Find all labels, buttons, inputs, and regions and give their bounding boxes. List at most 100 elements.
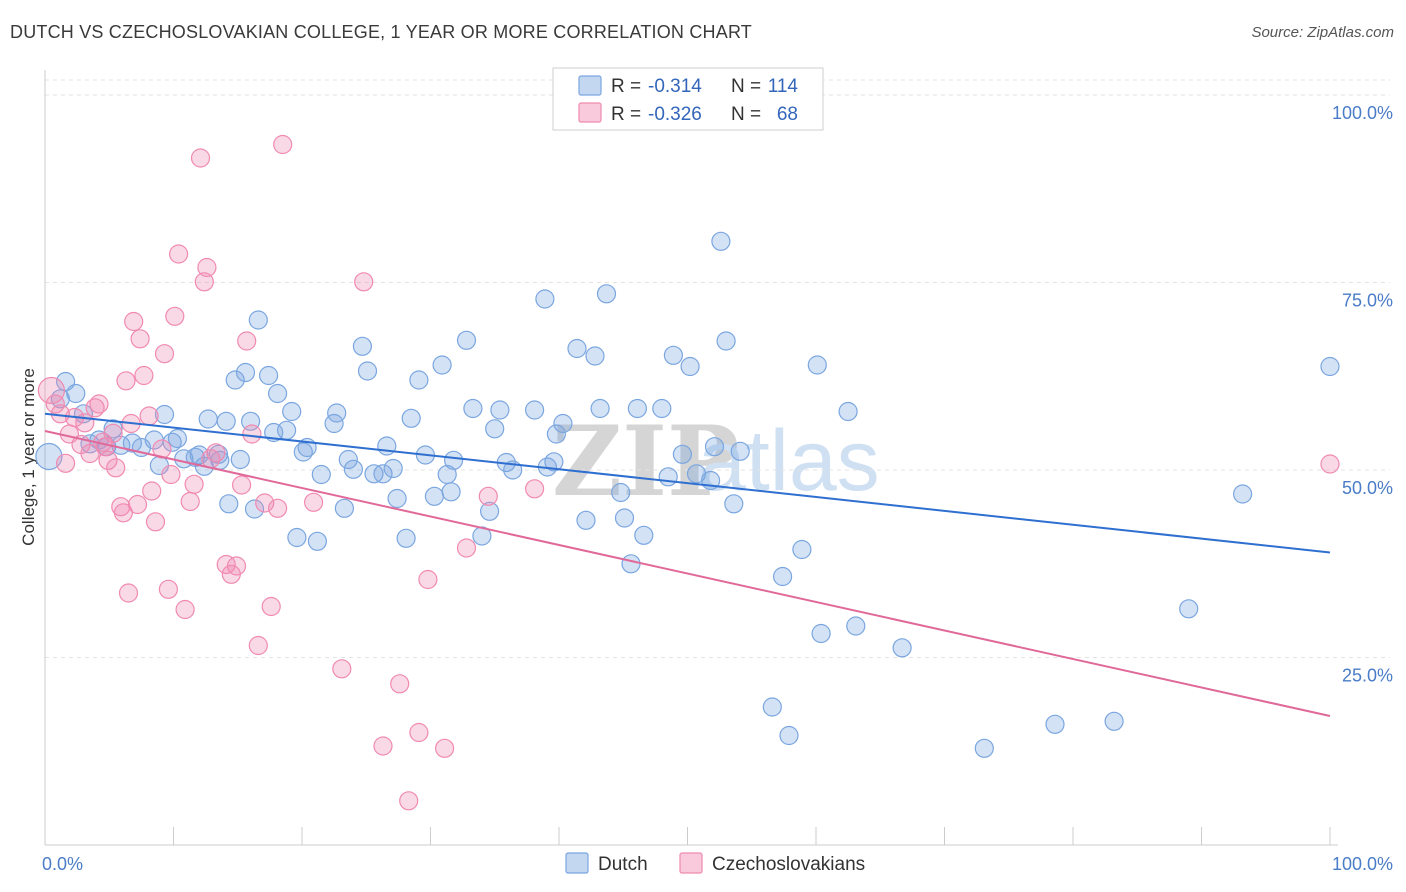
data-point — [219, 494, 239, 514]
data-point — [658, 467, 678, 487]
data-point — [762, 697, 782, 717]
bottom-legend: Dutch Czechoslovakians — [565, 852, 865, 875]
series-czechoslovakians — [37, 134, 1340, 811]
data-point — [627, 398, 648, 419]
data-point — [35, 442, 63, 471]
data-point — [307, 531, 327, 551]
dutch-r-label: R = — [611, 76, 641, 97]
data-point — [373, 464, 393, 484]
czechoslovakians-swatch — [578, 102, 602, 123]
czechoslovakians-r-label: R = — [611, 104, 641, 125]
data-point — [811, 623, 831, 644]
data-point — [373, 736, 393, 756]
data-point — [456, 538, 477, 558]
data-point — [396, 528, 416, 548]
data-point — [1179, 599, 1199, 619]
data-point — [287, 527, 307, 548]
data-point — [387, 488, 407, 509]
x-tick-labels: 0.0% 100.0% — [42, 854, 1393, 874]
data-point — [158, 579, 178, 599]
data-point — [134, 365, 154, 386]
legend-dutch-swatch[interactable] — [565, 852, 589, 874]
data-point — [974, 738, 994, 758]
data-point — [190, 148, 211, 168]
data-point — [772, 566, 793, 587]
data-point — [544, 452, 564, 472]
chart-title: DUTCH VS CZECHOSLOVAKIAN COLLEGE, 1 YEAR… — [10, 22, 753, 42]
stats-legend-row-dutch: R = -0.314 N = 114 — [578, 75, 799, 97]
data-point — [409, 722, 429, 743]
data-point — [237, 331, 257, 351]
czechoslovakians-n-label: N = — [731, 104, 761, 125]
stats-legend-row-czechoslovakians: R = -0.326 N = 68 — [578, 102, 798, 125]
data-point — [663, 345, 684, 365]
data-point — [704, 437, 725, 457]
data-point — [152, 439, 172, 459]
y-axis-label: College, 1 year or more — [19, 368, 38, 546]
data-point — [116, 371, 136, 391]
data-point — [130, 329, 150, 349]
data-point — [1320, 356, 1340, 377]
data-point — [139, 406, 159, 426]
data-point — [399, 791, 419, 811]
data-point — [311, 464, 331, 485]
data-point — [242, 424, 262, 444]
data-point — [118, 583, 139, 603]
data-point — [127, 494, 148, 515]
data-point — [334, 498, 354, 518]
data-point — [113, 503, 134, 523]
data-point — [846, 616, 866, 636]
data-point — [390, 674, 410, 694]
data-point — [273, 134, 293, 155]
data-point — [441, 482, 461, 502]
data-point — [456, 330, 477, 350]
data-point — [194, 272, 214, 292]
data-point — [611, 482, 631, 503]
data-point — [546, 424, 567, 444]
data-point — [169, 244, 189, 264]
data-point — [435, 738, 455, 758]
data-point — [122, 433, 142, 453]
data-point — [807, 355, 827, 375]
data-point — [524, 479, 545, 499]
data-point — [282, 401, 302, 422]
data-point — [124, 311, 144, 332]
data-point — [232, 475, 252, 495]
data-point — [585, 346, 605, 366]
data-point — [711, 231, 731, 251]
y-tick-labels: 25.0% 50.0% 75.0% 100.0% — [1332, 103, 1393, 686]
data-point — [162, 432, 182, 452]
data-point — [652, 398, 672, 419]
dutch-n-value: 114 — [768, 76, 799, 97]
legend-czechoslovakians-label[interactable]: Czechoslovakians — [712, 854, 865, 875]
data-point — [535, 289, 555, 309]
data-point — [1104, 711, 1124, 731]
czechoslovakians-n-value: 68 — [777, 104, 798, 125]
watermark-zip: ZIP — [552, 405, 739, 518]
data-point — [432, 355, 452, 375]
data-point — [145, 512, 166, 532]
data-point — [45, 394, 65, 414]
trend-line-dutch — [44, 412, 1331, 554]
data-point — [197, 257, 217, 278]
data-point — [1320, 454, 1340, 474]
data-point — [165, 306, 185, 326]
data-point — [189, 445, 209, 465]
data-point — [259, 365, 279, 386]
data-point — [567, 338, 587, 359]
watermark-atlas: atlas — [698, 413, 880, 509]
data-point — [792, 539, 812, 560]
data-point — [154, 344, 175, 364]
y-tick-label: 100.0% — [1332, 103, 1393, 123]
legend-czechoslovakians-swatch[interactable] — [679, 852, 703, 874]
data-point — [343, 459, 363, 479]
data-point — [383, 458, 403, 479]
legend-dutch-label[interactable]: Dutch — [598, 854, 648, 875]
data-point — [268, 383, 288, 404]
data-point — [553, 413, 573, 434]
data-point — [230, 449, 250, 470]
data-point — [680, 356, 700, 377]
data-point — [89, 394, 109, 414]
watermark: ZIP atlas — [552, 405, 880, 518]
stats-legend: R = -0.314 N = 114 R = -0.326 N = 68 — [552, 67, 824, 131]
